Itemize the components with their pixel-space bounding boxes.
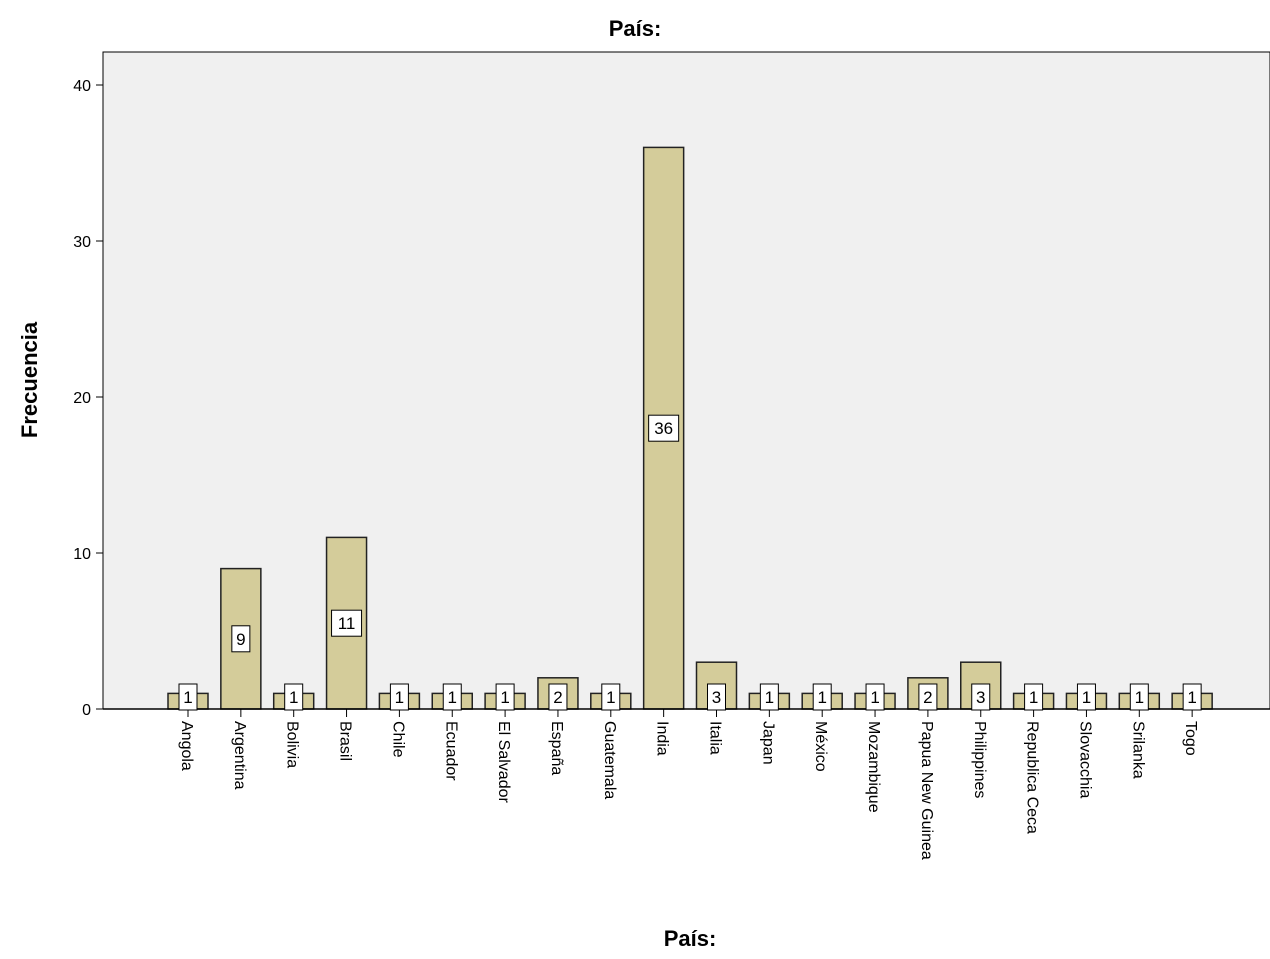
data-label: 1: [448, 688, 457, 707]
y-tick-label: 30: [73, 234, 91, 251]
x-tick-label: India: [654, 721, 671, 756]
x-tick-label: México: [812, 721, 829, 772]
data-label: 3: [712, 688, 721, 707]
data-label-box: [759, 683, 779, 711]
data-label-box: [178, 683, 198, 711]
chart-title: País:: [609, 16, 662, 41]
data-label-box: [331, 609, 363, 637]
x-tick-label: Japan: [759, 721, 776, 765]
y-tick-label: 0: [82, 702, 91, 719]
x-tick-label: Slovacchia: [1076, 721, 1093, 798]
x-tick-label: Angola: [178, 721, 195, 771]
x-tick-label: Srilanka: [1129, 721, 1146, 779]
data-label-box: [648, 414, 680, 442]
y-axis: 0 10 20 30 40: [73, 78, 103, 719]
x-tick-label: El Salvador: [495, 721, 512, 803]
data-label: 1: [1082, 688, 1091, 707]
data-label: 1: [289, 688, 298, 707]
x-tick-label: Italia: [707, 721, 724, 755]
data-label: 1: [817, 688, 826, 707]
x-axis-title: País:: [664, 926, 717, 951]
data-label: 3: [976, 688, 985, 707]
data-label: 36: [654, 419, 673, 438]
data-label: 1: [500, 688, 509, 707]
x-tick-label: Argentina: [231, 721, 248, 790]
data-label-box: [1024, 683, 1044, 711]
x-tick-label: Guatemala: [601, 721, 618, 799]
data-label-box: [601, 683, 621, 711]
x-tick-label: Mozambique: [865, 721, 882, 813]
data-label-box: [231, 625, 251, 653]
x-tick-label: Papua New Guinea: [918, 721, 935, 860]
data-label: 1: [606, 688, 615, 707]
data-label: 1: [1135, 688, 1144, 707]
data-label: 11: [338, 614, 356, 633]
y-tick-label: 10: [73, 546, 91, 563]
x-tick-label: Republica Ceca: [1024, 721, 1041, 834]
data-label-box: [812, 683, 832, 711]
data-label-box: [1076, 683, 1096, 711]
data-label-box: [707, 683, 726, 711]
data-label-box: [548, 683, 568, 711]
data-label-box: [284, 683, 304, 711]
data-label-box: [1182, 683, 1202, 711]
data-label: 1: [1187, 688, 1196, 707]
data-label-box: [1129, 683, 1149, 711]
data-label: 1: [395, 688, 404, 707]
data-label-box: [918, 683, 938, 711]
data-label: 9: [236, 630, 245, 649]
plot-area: [102, 51, 1270, 710]
data-label-box: [865, 683, 885, 711]
x-tick-label: Chile: [389, 721, 406, 758]
x-tick-label: España: [548, 721, 565, 775]
x-tick-label: Ecuador: [442, 721, 459, 781]
x-tick-label: Brasil: [337, 721, 354, 761]
x-axis: Angola Argentina Bolivia Brasil Chile Ecuador…: [103, 708, 1270, 860]
data-label-box: [495, 683, 515, 711]
x-tick-label: Bolivia: [284, 721, 301, 768]
data-label-box: [389, 683, 409, 711]
data-label: 1: [870, 688, 879, 707]
data-label: 1: [765, 688, 774, 707]
y-tick-label: 20: [73, 390, 91, 407]
data-label: 1: [183, 688, 192, 707]
data-label: 1: [1029, 688, 1038, 707]
data-label: 2: [553, 688, 562, 707]
x-tick-label: Togo: [1182, 721, 1199, 756]
y-axis-title: Frecuencia: [17, 321, 42, 438]
data-label-box: [971, 683, 991, 711]
x-tick-label: Philippines: [971, 721, 988, 798]
data-label-box: [442, 683, 462, 711]
data-label: 2: [923, 688, 932, 707]
y-tick-label: 40: [73, 78, 91, 95]
